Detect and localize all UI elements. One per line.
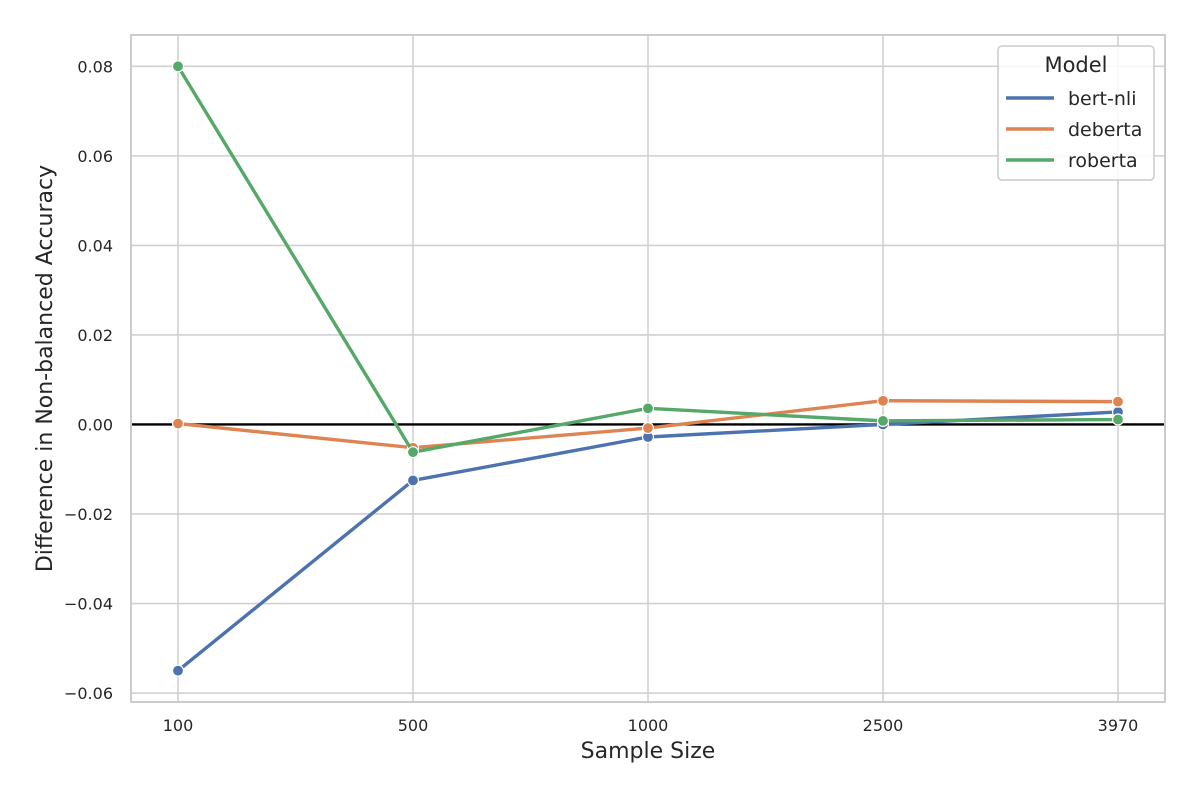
x-tick-label: 100 [163, 716, 194, 735]
data-point-roberta [641, 402, 655, 415]
y-tick-label: 0.06 [77, 147, 113, 166]
data-point-roberta [1111, 413, 1125, 426]
y-tick-label: −0.04 [64, 595, 113, 614]
legend-title: Model [1044, 53, 1107, 77]
x-tick-label: 1000 [628, 716, 669, 735]
data-point-bert-nli [171, 664, 185, 677]
tick-labels: 100 500 1000 2500 3970 0.08 0.06 0.04 0.02 0.00 −0… [64, 57, 1138, 735]
y-tick-label: 0.02 [77, 326, 113, 345]
legend-label-bert-nli: bert-nli [1068, 88, 1136, 110]
y-axis-title: Difference in Non-balanced Accuracy [33, 165, 58, 572]
y-tick-label: 0.04 [77, 236, 113, 255]
data-point-bert-nli [406, 474, 420, 487]
legend: Model bert-nli deberta roberta [997, 45, 1155, 181]
y-tick-label: 0.00 [77, 415, 113, 434]
data-point-roberta [406, 446, 420, 459]
y-tick-label: 0.08 [77, 57, 113, 76]
data-point-deberta [171, 417, 185, 430]
plot-frame [130, 34, 1166, 703]
data-point-roberta [171, 60, 185, 73]
y-tick-label: −0.02 [64, 505, 113, 524]
series-roberta [171, 60, 1125, 459]
legend-label-roberta: roberta [1068, 150, 1138, 172]
series-lines [171, 60, 1125, 677]
plot-border [130, 34, 1166, 703]
legend-box [997, 45, 1155, 181]
data-point-deberta [641, 421, 655, 435]
data-point-roberta [876, 414, 890, 427]
x-tick-label: 500 [398, 716, 429, 735]
data-point-deberta [1111, 395, 1125, 408]
x-axis-title: Sample Size [581, 739, 716, 764]
y-tick-label: −0.06 [64, 684, 113, 703]
legend-label-deberta: deberta [1068, 119, 1142, 141]
series-deberta [171, 394, 1125, 454]
data-point-deberta [876, 394, 890, 407]
x-tick-label: 3970 [1098, 716, 1139, 735]
x-tick-label: 2500 [863, 716, 904, 735]
